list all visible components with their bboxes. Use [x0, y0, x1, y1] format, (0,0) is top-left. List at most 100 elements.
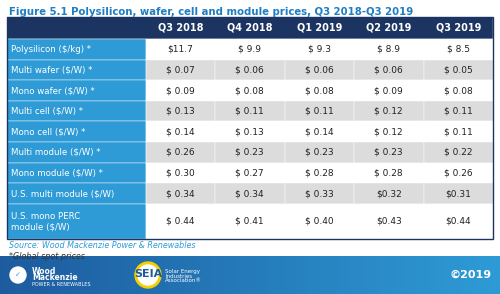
Circle shape [138, 265, 158, 285]
Text: Polysilicon ($/kg) *: Polysilicon ($/kg) * [11, 45, 91, 54]
Bar [390, 256, 396, 294]
Bar [215, 183, 284, 204]
Text: Wood: Wood [32, 268, 56, 276]
Bar [420, 256, 426, 294]
Bar [145, 256, 151, 294]
Text: $ 0.08: $ 0.08 [236, 86, 264, 95]
Bar [40, 256, 46, 294]
Text: Mono module ($/W) *: Mono module ($/W) * [11, 168, 103, 178]
Text: $ 0.06: $ 0.06 [374, 66, 403, 74]
Bar [165, 256, 171, 294]
Bar [70, 256, 76, 294]
Text: Solar Energy: Solar Energy [165, 268, 200, 273]
Bar [115, 256, 121, 294]
Bar [305, 256, 311, 294]
Text: Source: Wood Mackenzie Power & Renewables: Source: Wood Mackenzie Power & Renewable… [9, 241, 196, 250]
Bar [215, 204, 284, 239]
Text: $ 0.08: $ 0.08 [444, 86, 472, 95]
Bar [65, 256, 71, 294]
Bar [35, 256, 41, 294]
Text: Mono wafer ($/W) *: Mono wafer ($/W) * [11, 86, 95, 95]
Bar [220, 256, 226, 294]
Bar [354, 121, 424, 142]
Bar [146, 121, 215, 142]
Bar [400, 256, 406, 294]
Circle shape [135, 262, 161, 288]
Text: $ 0.13: $ 0.13 [166, 107, 194, 116]
Text: $ 0.08: $ 0.08 [305, 86, 334, 95]
Bar [95, 256, 101, 294]
Text: Q3 2019: Q3 2019 [436, 23, 481, 33]
Bar [146, 39, 215, 60]
Bar [7, 183, 145, 204]
Bar [375, 256, 381, 294]
Bar [160, 256, 166, 294]
Text: $ 0.13: $ 0.13 [236, 127, 264, 136]
Text: Figure 5.1 Polysilicon, wafer, cell and module prices, Q3 2018-Q3 2019: Figure 5.1 Polysilicon, wafer, cell and … [9, 7, 413, 17]
Text: $ 0.23: $ 0.23 [236, 148, 264, 157]
Bar [284, 101, 354, 121]
Bar [424, 142, 493, 163]
Bar [170, 256, 176, 294]
Bar [465, 256, 471, 294]
Bar [284, 163, 354, 183]
Bar [265, 256, 271, 294]
Text: $ 8.5: $ 8.5 [447, 45, 470, 54]
Bar [284, 39, 354, 60]
Bar [284, 183, 354, 204]
Text: ©2019: ©2019 [450, 270, 492, 280]
Text: $ 0.09: $ 0.09 [166, 86, 194, 95]
Bar [0, 256, 6, 294]
Bar [200, 256, 206, 294]
Bar [215, 163, 284, 183]
Bar [290, 256, 296, 294]
Bar [354, 80, 424, 101]
Bar [315, 256, 321, 294]
Text: $ 0.34: $ 0.34 [166, 189, 194, 198]
Bar [146, 183, 215, 204]
Bar [370, 256, 376, 294]
Bar [495, 256, 500, 294]
Bar [275, 256, 281, 294]
Bar [215, 101, 284, 121]
Circle shape [10, 267, 26, 283]
Bar [150, 256, 156, 294]
Bar [146, 101, 215, 121]
Bar [215, 256, 221, 294]
Bar [180, 256, 186, 294]
Text: Mono cell ($/W) *: Mono cell ($/W) * [11, 127, 86, 136]
Bar [90, 256, 96, 294]
Bar [7, 163, 145, 183]
Bar [146, 163, 215, 183]
Bar [15, 256, 21, 294]
Bar [230, 256, 236, 294]
Bar [284, 204, 354, 239]
Bar [354, 39, 424, 60]
Bar [424, 204, 493, 239]
Text: $ 0.09: $ 0.09 [374, 86, 403, 95]
Bar [7, 142, 145, 163]
Text: $ 0.40: $ 0.40 [305, 217, 334, 226]
Bar [215, 121, 284, 142]
Bar [440, 256, 446, 294]
Bar [146, 60, 215, 80]
Bar [175, 256, 181, 294]
Text: $ 0.22: $ 0.22 [444, 148, 472, 157]
Text: Industries: Industries [165, 273, 192, 278]
Text: $ 0.33: $ 0.33 [305, 189, 334, 198]
Bar [354, 60, 424, 80]
Bar [490, 256, 496, 294]
Bar [405, 256, 411, 294]
Bar [350, 256, 356, 294]
Text: Q3 2018: Q3 2018 [158, 23, 203, 33]
Bar [75, 256, 81, 294]
Bar [325, 256, 331, 294]
Bar [424, 183, 493, 204]
Bar [455, 256, 461, 294]
Bar [20, 256, 26, 294]
Bar [284, 60, 354, 80]
Text: U.S. mono PERC
module ($/W): U.S. mono PERC module ($/W) [11, 212, 80, 231]
Bar [385, 256, 391, 294]
Bar [424, 60, 493, 80]
Bar [480, 256, 486, 294]
